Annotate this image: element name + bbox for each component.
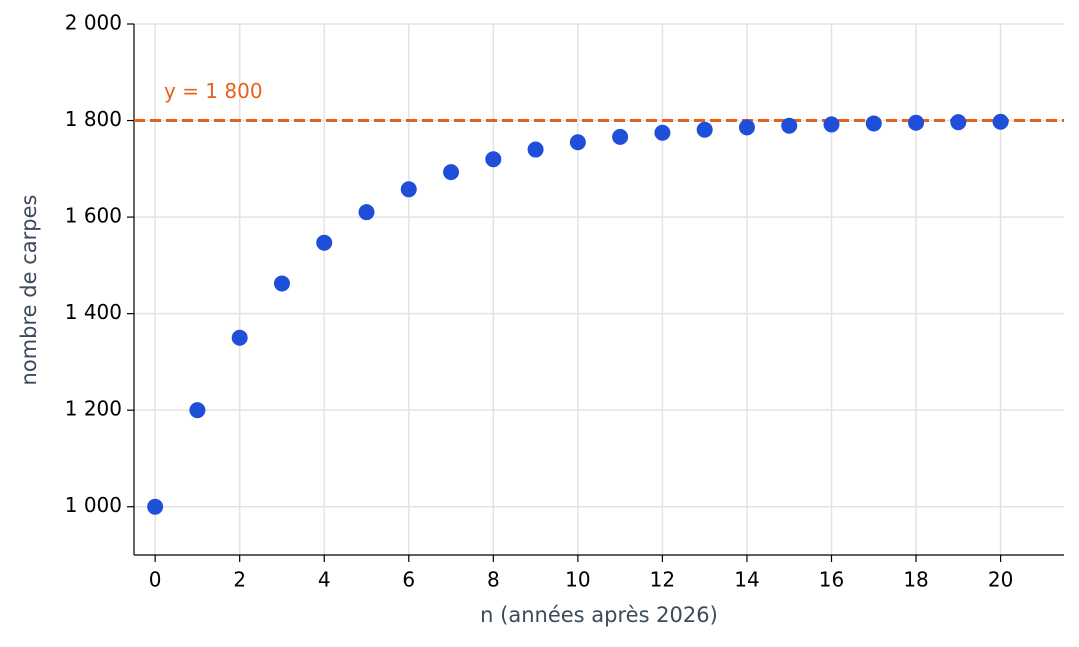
data-point xyxy=(443,164,460,181)
y-axis-title: nombre de carpes xyxy=(17,195,41,386)
x-tick-label: 18 xyxy=(903,568,928,592)
data-point xyxy=(696,121,713,138)
data-point xyxy=(569,134,586,151)
data-point xyxy=(738,119,755,136)
x-tick-label: 20 xyxy=(988,568,1013,592)
data-point xyxy=(189,402,206,419)
reference-label: y = 1 800 xyxy=(164,79,263,103)
x-tick-label: 14 xyxy=(734,568,759,592)
data-point xyxy=(527,141,544,158)
x-tick-label: 4 xyxy=(318,568,331,592)
data-point xyxy=(950,114,967,131)
x-tick-label: 0 xyxy=(149,568,162,592)
y-tick-label: 1 800 xyxy=(65,107,122,131)
x-tick-label: 8 xyxy=(487,568,500,592)
data-point xyxy=(992,113,1009,130)
y-tick-label: 1 200 xyxy=(65,397,122,421)
data-point xyxy=(147,498,164,515)
y-tick-label: 1 000 xyxy=(65,493,122,517)
data-point xyxy=(865,115,882,132)
data-point xyxy=(273,275,290,292)
x-tick-label: 6 xyxy=(402,568,415,592)
data-point xyxy=(612,128,629,145)
data-point xyxy=(485,151,502,168)
data-point xyxy=(358,204,375,221)
data-point xyxy=(823,116,840,133)
data-point xyxy=(400,181,417,198)
x-tick-label: 10 xyxy=(565,568,590,592)
y-tick-label: 1 400 xyxy=(65,300,122,324)
data-point xyxy=(231,329,248,346)
x-axis-title: n (années après 2026) xyxy=(480,603,718,627)
data-point xyxy=(316,234,333,251)
x-tick-label: 16 xyxy=(819,568,844,592)
x-tick-label: 12 xyxy=(650,568,675,592)
data-point xyxy=(781,117,798,134)
x-tick-label: 2 xyxy=(233,568,246,592)
data-point xyxy=(908,114,925,131)
y-tick-label: 2 000 xyxy=(65,11,122,35)
data-point xyxy=(654,124,671,141)
y-tick-label: 1 600 xyxy=(65,204,122,228)
